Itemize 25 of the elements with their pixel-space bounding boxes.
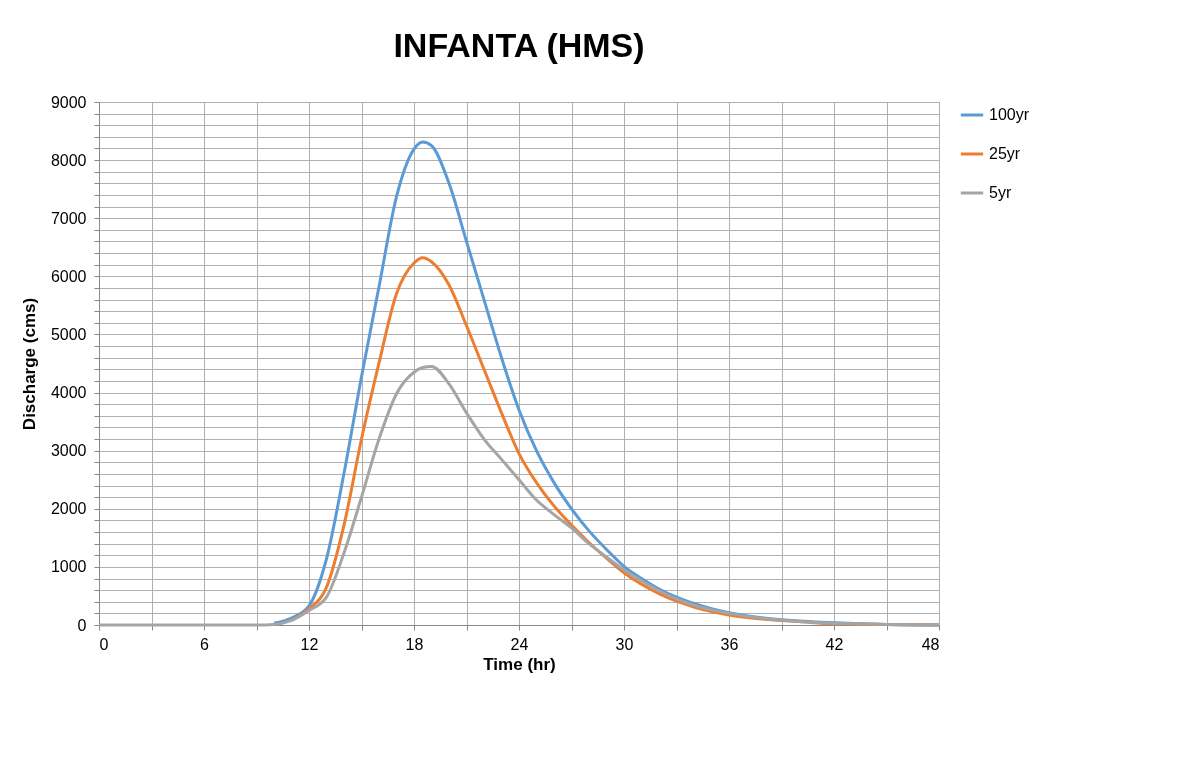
- y-axis-title: Discharge (cms): [19, 297, 39, 431]
- x-tick-label: 0: [99, 635, 109, 653]
- legend-label: 100yr: [989, 106, 1030, 123]
- x-tick-label: 48: [921, 635, 940, 653]
- legend-label: 25yr: [989, 145, 1021, 162]
- x-tick-label: 24: [510, 635, 529, 653]
- y-tick-label: 5000: [50, 325, 87, 343]
- y-tick-label: 2000: [50, 500, 87, 518]
- y-tick-label: 3000: [50, 442, 87, 460]
- x-axis-title: Time (hr): [483, 654, 556, 674]
- y-tick-label: 1000: [50, 558, 87, 576]
- x-tick-label: 30: [615, 635, 634, 653]
- y-tick-label: 7000: [50, 209, 87, 227]
- chart-title: INFANTA (HMS): [393, 26, 645, 64]
- x-tick-label: 18: [405, 635, 424, 653]
- x-tick-label: 42: [825, 635, 844, 653]
- y-tick-label: 4000: [50, 384, 87, 402]
- x-tick-label: 6: [200, 635, 210, 653]
- x-tick-label: 36: [720, 635, 739, 653]
- legend-label: 5yr: [989, 184, 1012, 201]
- y-tick-label: 0: [77, 616, 87, 634]
- y-tick-label: 8000: [50, 151, 87, 169]
- y-tick-label: 9000: [50, 93, 87, 111]
- x-tick-label: 12: [300, 635, 319, 653]
- y-tick-label: 6000: [50, 267, 87, 285]
